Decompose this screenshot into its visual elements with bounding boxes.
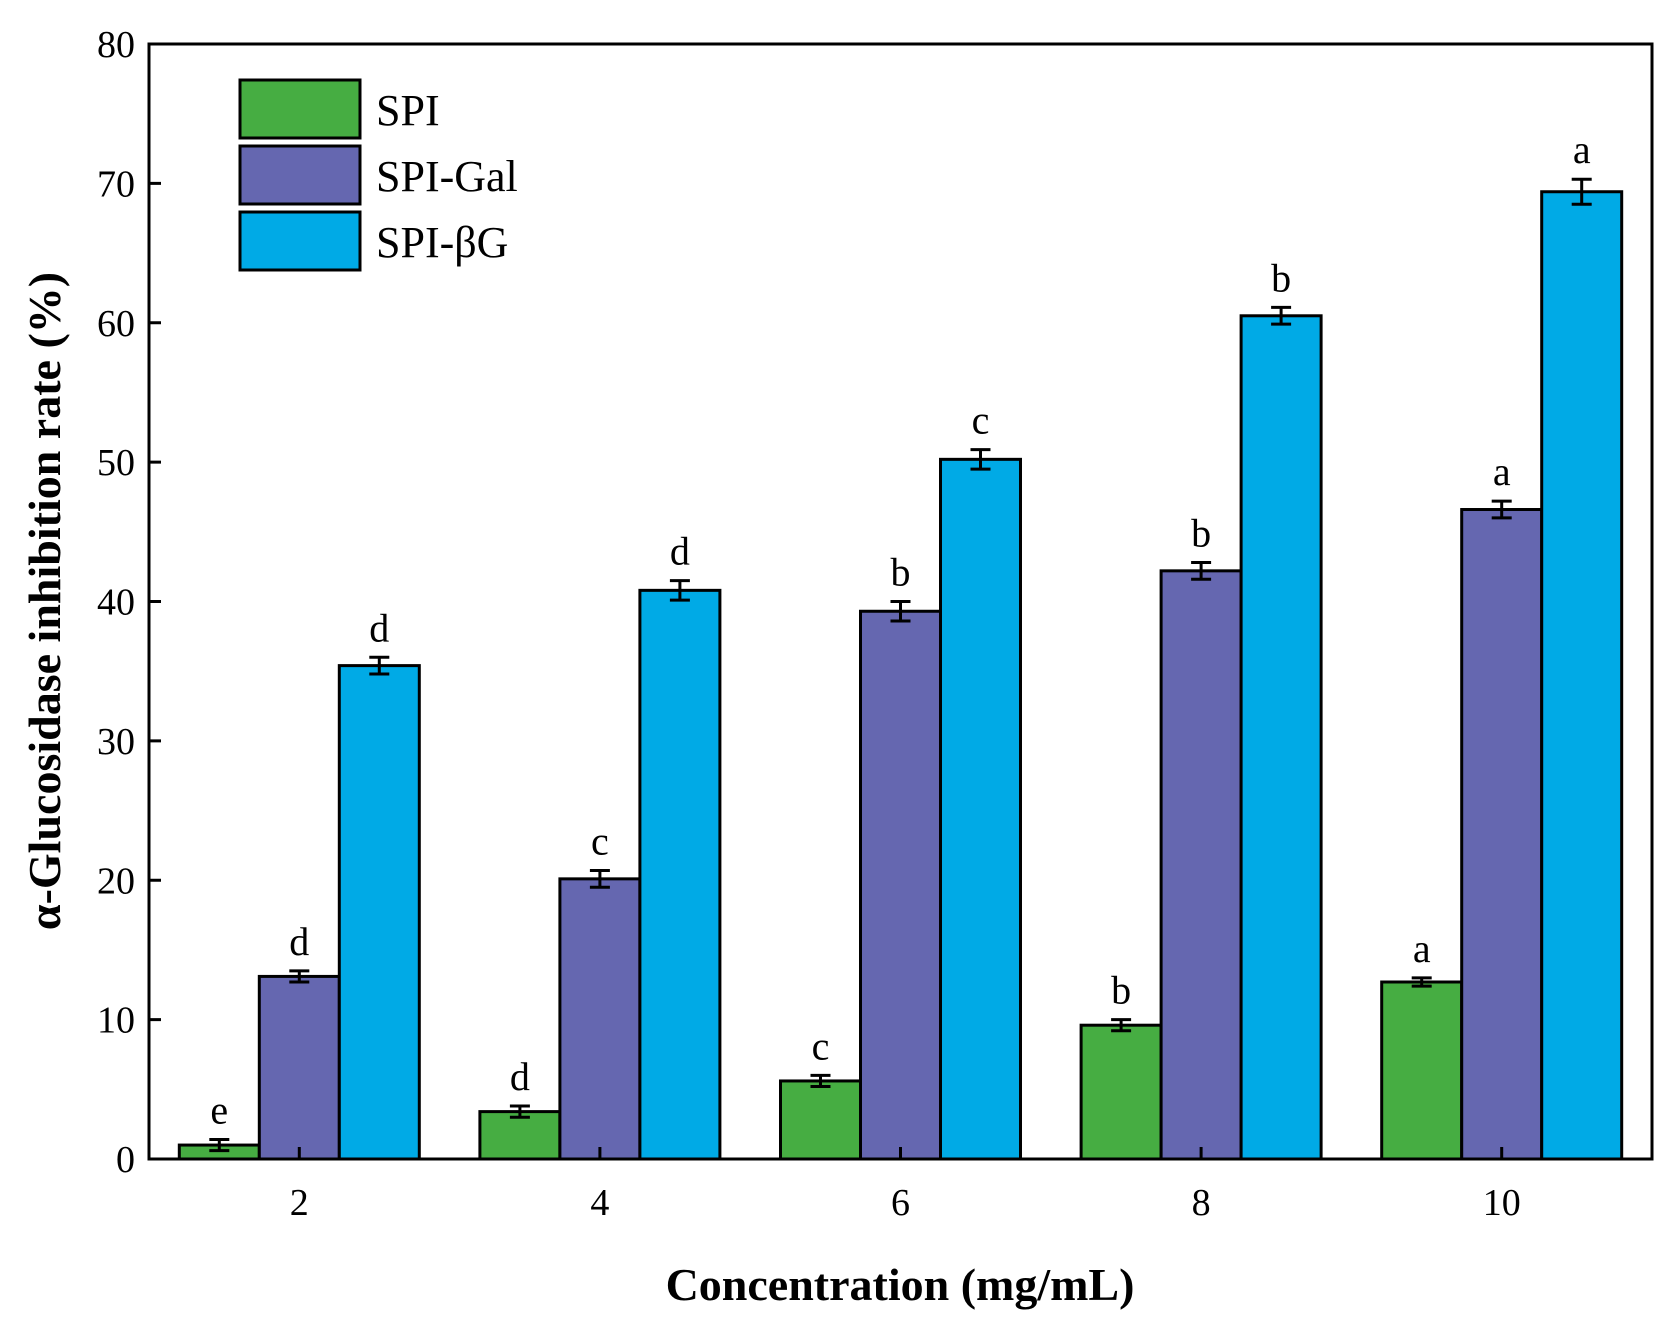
- significance-label: c: [812, 1023, 830, 1068]
- significance-label: d: [670, 529, 690, 574]
- error-bar: [1571, 177, 1592, 206]
- bar-spi-gal-4: [558, 877, 642, 1161]
- bar-spi-g-8: [1239, 314, 1323, 1161]
- y-tick-label: 20: [97, 860, 135, 902]
- significance-label: c: [972, 398, 990, 443]
- legend-label: SPI-βG: [376, 218, 508, 267]
- bar-spi-10: [1380, 980, 1464, 1161]
- significance-label: a: [1493, 449, 1511, 494]
- y-tick-label: 40: [97, 582, 135, 624]
- error-bar: [369, 655, 390, 676]
- legend-item: SPI-βG: [238, 210, 508, 272]
- y-axis: 0 10 20 30 40 50 60 70 80: [97, 24, 161, 1181]
- significance-label: c: [591, 818, 609, 863]
- y-tick-label: 30: [97, 721, 135, 763]
- legend-label: SPI: [376, 86, 440, 135]
- significance-label: a: [1573, 127, 1591, 172]
- error-bar: [1111, 1018, 1132, 1033]
- error-bar: [1271, 305, 1292, 326]
- legend-swatch: [238, 210, 362, 272]
- y-axis-title: α-Glucosidase inhibition rate (%): [19, 272, 70, 930]
- error-bar: [890, 600, 911, 623]
- bar-spi-4: [478, 1110, 562, 1161]
- legend-item: SPI: [238, 78, 440, 140]
- legend-swatch: [238, 78, 362, 140]
- error-bar: [289, 969, 310, 984]
- significance-label: b: [891, 550, 911, 595]
- significance-label: d: [510, 1054, 530, 1099]
- significance-label: d: [289, 919, 309, 964]
- y-tick-label: 80: [97, 24, 135, 66]
- bar-spi-g-6: [939, 457, 1022, 1161]
- error-bar: [509, 1104, 530, 1119]
- x-tick-label: 8: [1192, 1182, 1211, 1224]
- bar-spi-gal-10: [1460, 508, 1544, 1161]
- y-tick-label: 70: [97, 163, 135, 205]
- error-bar: [589, 868, 610, 889]
- x-tick-label: 10: [1483, 1182, 1521, 1224]
- significance-label: d: [369, 605, 389, 650]
- error-bar: [970, 448, 991, 471]
- significance-label: b: [1271, 255, 1291, 300]
- legend-label: SPI-Gal: [376, 152, 518, 201]
- bar-spi-g-2: [337, 664, 421, 1161]
- significance-label: e: [210, 1087, 228, 1132]
- bar-spi-gal-6: [859, 609, 942, 1161]
- error-bar: [1491, 499, 1512, 520]
- x-axis-title: Concentration (mg/mL): [666, 1259, 1135, 1310]
- bar-spi-gal-2: [257, 974, 341, 1161]
- legend-item: SPI-Gal: [238, 144, 518, 206]
- x-axis: 2 4 6 8 10: [290, 1147, 1521, 1224]
- y-tick-label: 50: [97, 442, 135, 484]
- error-bar: [669, 579, 690, 602]
- significance-labels-layer: e d c b a d c b b a d d c b a: [210, 127, 1590, 1132]
- error-bar: [1411, 976, 1432, 988]
- y-tick-label: 0: [116, 1139, 135, 1181]
- significance-label: b: [1191, 510, 1211, 555]
- legend: SPI SPI-Gal SPI-βG: [238, 78, 518, 272]
- x-tick-label: 6: [891, 1182, 910, 1224]
- error-bar: [209, 1137, 230, 1153]
- error-bar: [1191, 560, 1212, 581]
- bars-layer: [177, 190, 1624, 1161]
- bar-spi-g-4: [638, 588, 722, 1161]
- bar-spi-g-10: [1540, 190, 1624, 1161]
- legend-swatch: [238, 144, 362, 206]
- x-tick-label: 4: [590, 1182, 609, 1224]
- significance-label: a: [1413, 926, 1431, 971]
- bar-spi-gal-8: [1159, 569, 1243, 1161]
- bar-spi-8: [1079, 1023, 1163, 1161]
- error-bar: [810, 1073, 831, 1089]
- bar-spi-6: [779, 1079, 862, 1161]
- significance-label: b: [1111, 968, 1131, 1013]
- error-bars-layer: [209, 177, 1592, 1153]
- x-tick-label: 2: [290, 1182, 309, 1224]
- y-tick-label: 10: [97, 1000, 135, 1042]
- y-tick-label: 60: [97, 303, 135, 345]
